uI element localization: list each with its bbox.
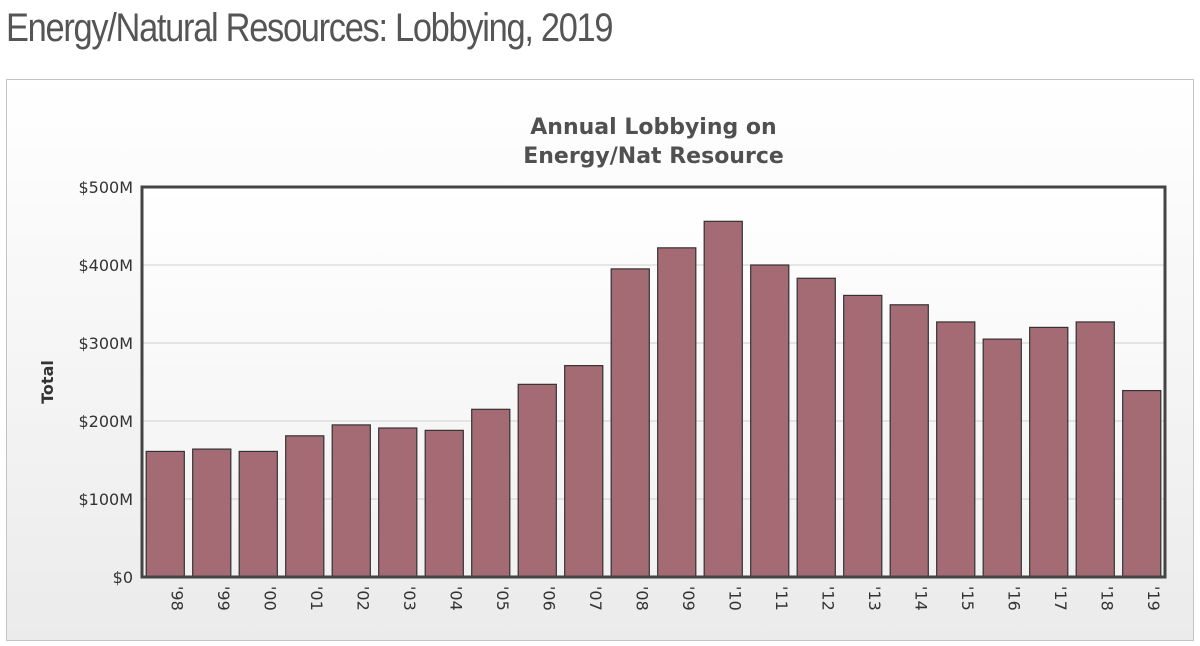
lobbying-bar-chart: $0 $100M $200M $300M $400M $500M Total '98 '99 '0… (38, 115, 1167, 611)
bar-06 (517, 383, 557, 578)
page-title: Energy/Natural Resources: Lobbying, 2019 (6, 6, 614, 50)
x-tick-label: '11 (772, 586, 791, 611)
x-tick-label: '18 (1097, 586, 1116, 611)
bar-02 (331, 424, 371, 578)
bar-03 (378, 427, 418, 578)
x-tick-label: '98 (167, 586, 186, 611)
bar-08 (610, 268, 650, 578)
x-tick-label: '05 (493, 586, 512, 611)
y-tick-label: $0 (113, 568, 133, 587)
plot-frame (140, 185, 1167, 579)
y-tick-label: $400M (78, 256, 133, 275)
y-tick-label: $500M (78, 178, 133, 197)
x-tick-label: '07 (586, 586, 605, 611)
x-tick-label: '19 (1144, 586, 1163, 611)
chart-title-line: Energy/Nat Resource (523, 144, 784, 169)
x-tick-label: '17 (1051, 586, 1070, 611)
y-tick-label: $200M (78, 412, 133, 431)
x-tick-label: '00 (260, 586, 279, 611)
bar-11 (750, 264, 790, 578)
bar-04 (424, 429, 464, 578)
bar-07 (564, 365, 604, 578)
bar-00 (238, 450, 278, 578)
chart-panel: $0 $100M $200M $300M $400M $500M Total '98 '99 '0… (6, 79, 1194, 641)
x-tick-label: '03 (400, 586, 419, 611)
chart-title-line: Annual Lobbying on (530, 115, 776, 140)
bar-19 (1122, 389, 1162, 578)
y-tick-label: $100M (78, 490, 133, 509)
bar-18 (1075, 321, 1115, 578)
x-tick-label: '04 (446, 586, 465, 611)
x-tick-label: '02 (353, 586, 372, 611)
bar-14 (889, 304, 929, 578)
x-tick-label: '10 (725, 586, 744, 611)
bar-15 (936, 321, 976, 578)
x-tick-label: '12 (818, 586, 837, 611)
bar-16 (982, 338, 1022, 578)
x-tick-label: '06 (539, 586, 558, 611)
y-axis-title: Total (38, 360, 57, 404)
y-tick-label: $300M (78, 334, 133, 353)
bar-13 (843, 294, 883, 578)
bar-05 (471, 408, 511, 578)
x-tick-label: '99 (214, 586, 233, 611)
x-tick-label: '13 (865, 586, 884, 611)
bar-01 (285, 435, 325, 578)
bar-98 (145, 450, 185, 578)
bar-99 (192, 448, 232, 578)
x-tick-label: '08 (632, 586, 651, 611)
x-tick-label: '15 (958, 586, 977, 611)
bar-17 (1029, 326, 1069, 578)
x-tick-label: '09 (679, 586, 698, 611)
bar-12 (796, 277, 836, 578)
x-tick-label: '14 (911, 586, 930, 611)
bar-10 (703, 220, 743, 578)
x-tick-label: '16 (1004, 586, 1023, 611)
x-tick-label: '01 (307, 586, 326, 611)
bar-09 (657, 247, 697, 578)
